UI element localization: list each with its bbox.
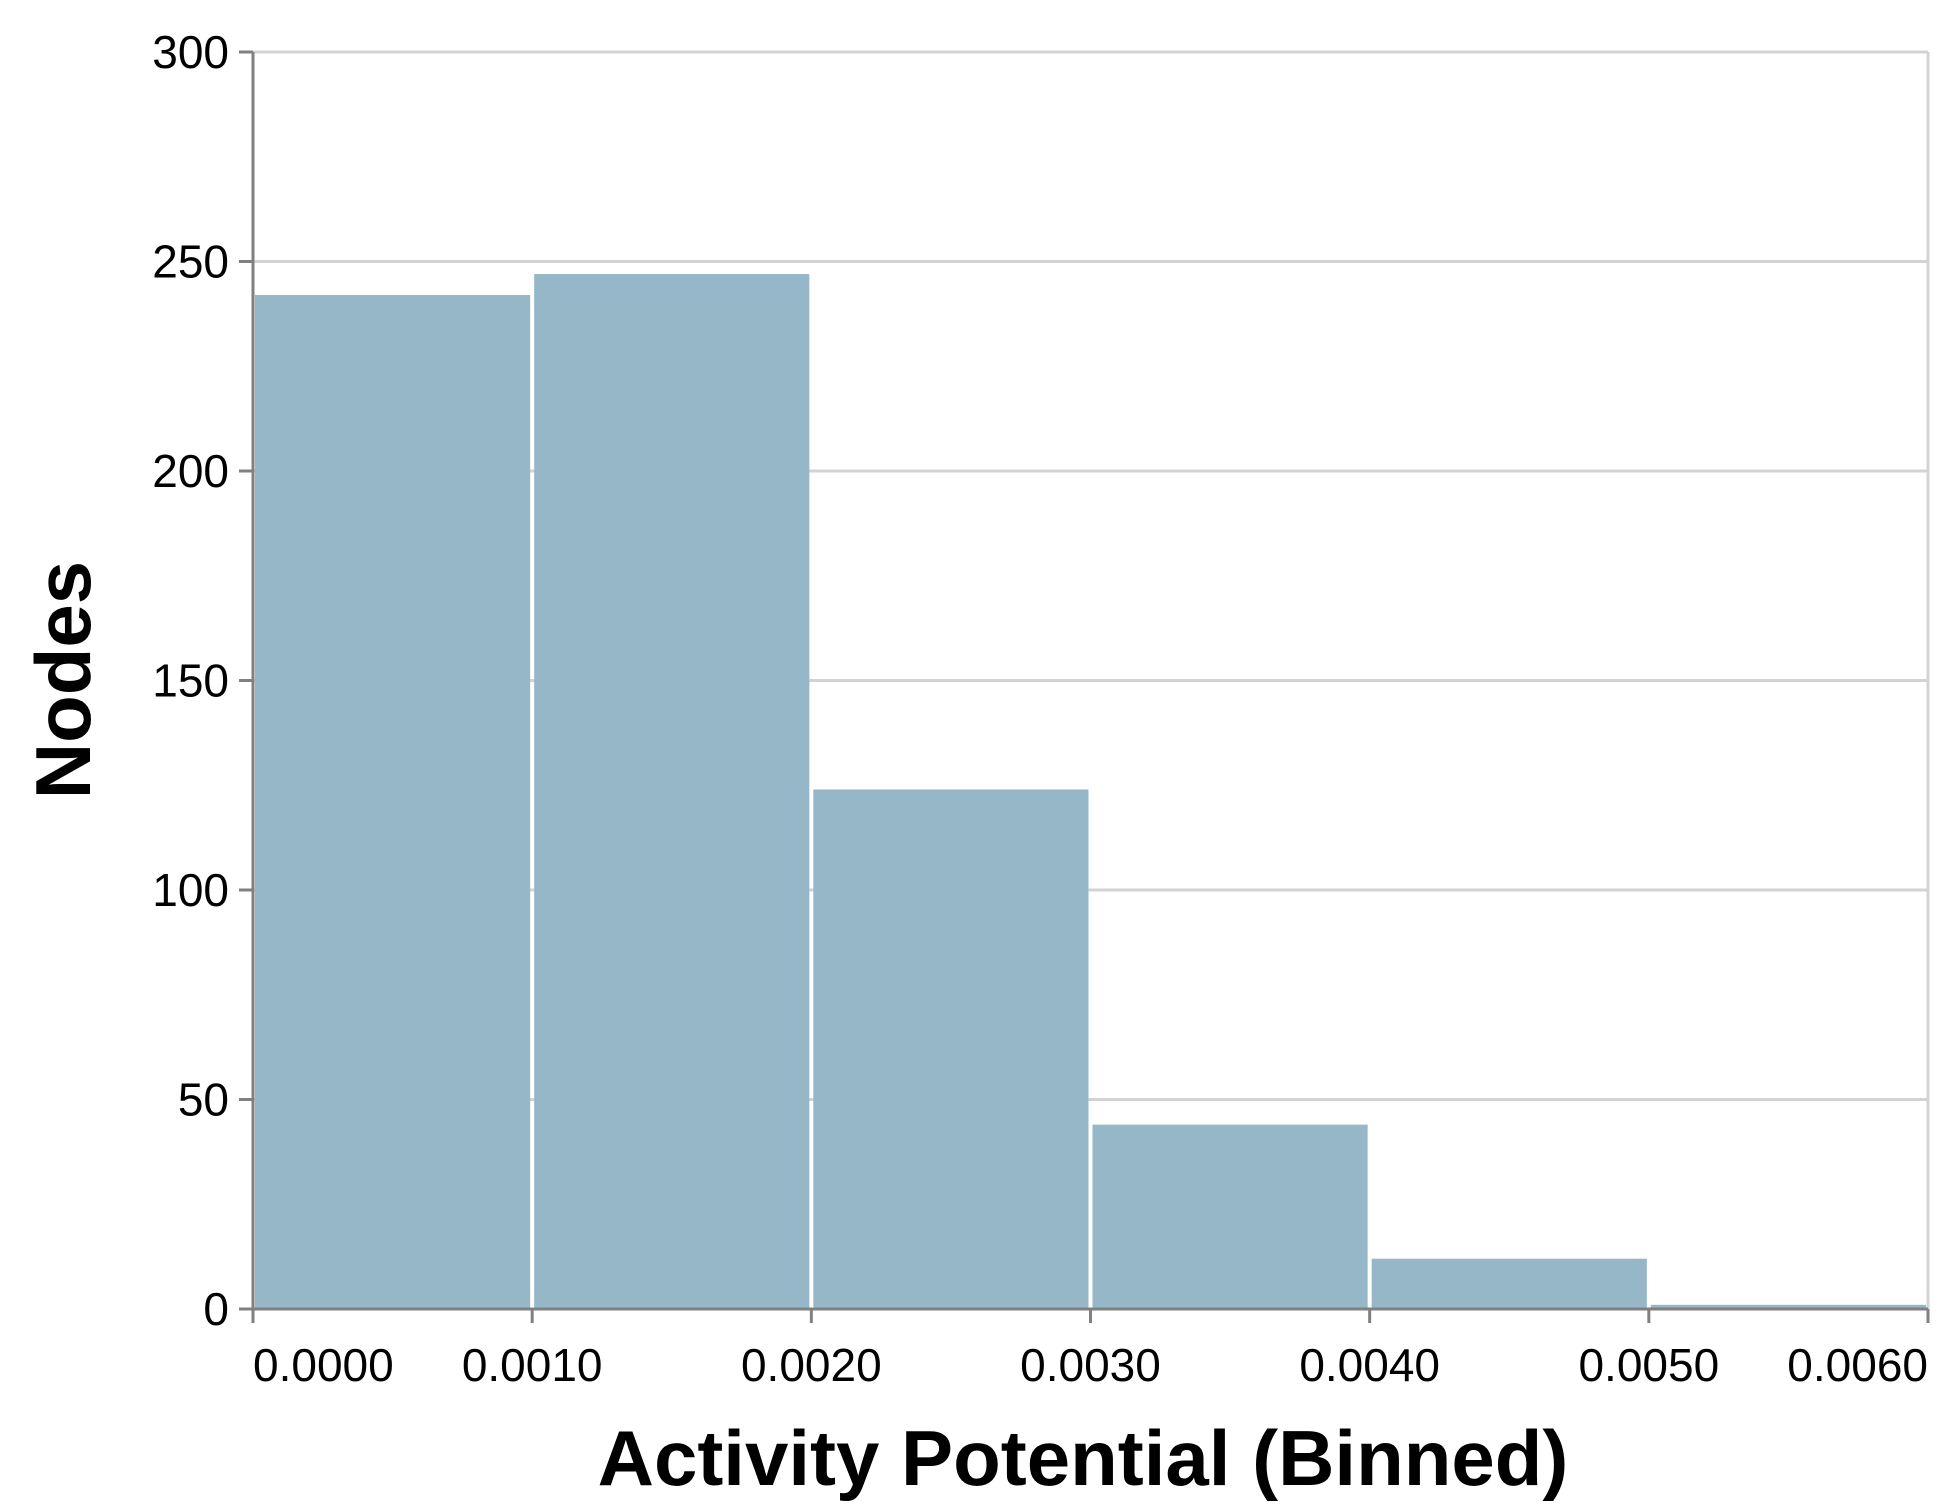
y-tick-label: 0 [203, 1283, 229, 1335]
y-tick-label: 50 [178, 1074, 229, 1126]
grid-lines [253, 50, 1930, 1309]
x-tick-label: 0.0020 [741, 1339, 882, 1391]
bar [1092, 1124, 1368, 1309]
y-tick-label: 150 [152, 655, 229, 707]
x-tick-label: 0.0050 [1578, 1339, 1719, 1391]
y-tick-label: 300 [152, 26, 229, 78]
x-axis-title: Activity Potential (Binned) [598, 1414, 1569, 1502]
x-tick-label: 0.0040 [1299, 1339, 1440, 1391]
x-axis-ticks: 0.0000 0.0010 0.0020 0.0030 0.0040 0.0050 0.00… [251, 1309, 1930, 1391]
y-axis-ticks: 0 50 100 150 200 250 300 [152, 26, 253, 1335]
x-tick-label: 0.0010 [462, 1339, 603, 1391]
bar [1371, 1258, 1647, 1309]
y-tick-label: 200 [152, 445, 229, 497]
x-tick-label: 0.0060 [1787, 1339, 1928, 1391]
bars [255, 274, 1926, 1309]
bar [534, 274, 810, 1309]
x-tick-label: 0.0030 [1020, 1339, 1161, 1391]
y-tick-label: 250 [152, 236, 229, 288]
bar [255, 295, 531, 1309]
x-tick-label: 0.0000 [253, 1339, 394, 1391]
y-axis-title: Nodes [19, 561, 107, 799]
bar [1650, 1304, 1926, 1309]
bar [813, 789, 1089, 1309]
y-tick-label: 100 [152, 864, 229, 916]
